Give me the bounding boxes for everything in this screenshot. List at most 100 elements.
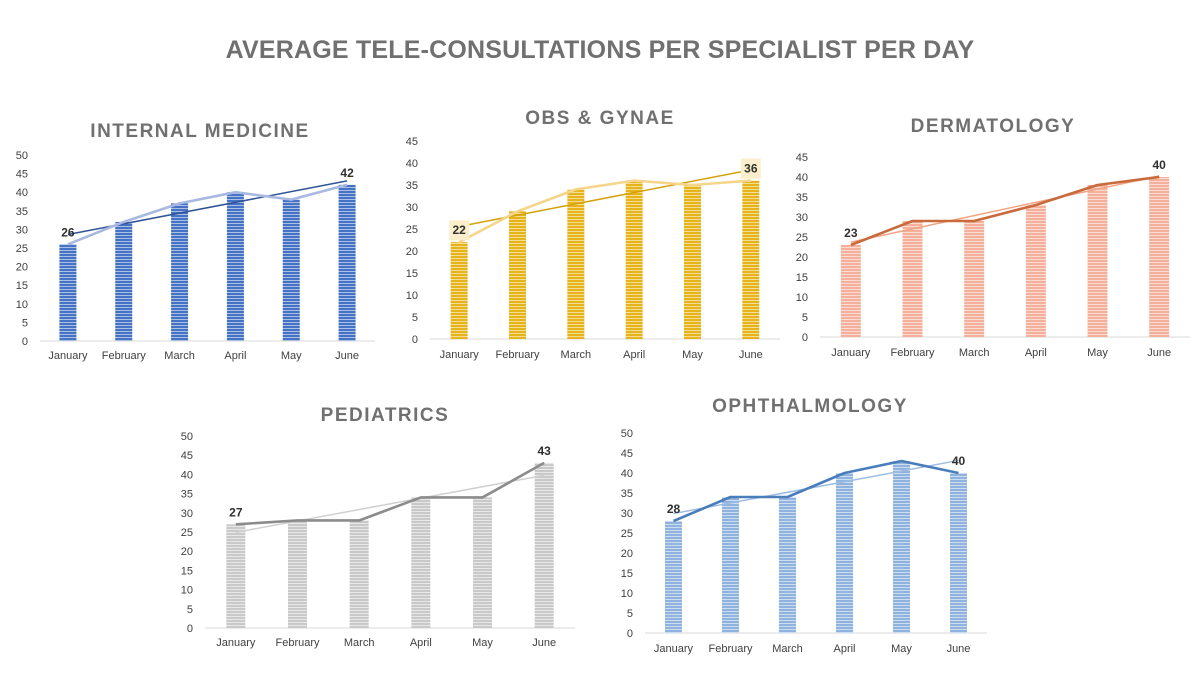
ophthalmology-ytick: 5 xyxy=(627,608,633,620)
pediatrics-xlabel: May xyxy=(472,637,493,649)
chart-internal-medicine: INTERNAL MEDICINE 0 5 10 15 20 25 30 35 40 45 50 Jan… xyxy=(16,121,375,362)
obs-gynae-bar-may xyxy=(684,185,701,339)
dermatology-ytick: 10 xyxy=(796,292,808,304)
pediatrics-ytick: 15 xyxy=(181,565,193,577)
ophthalmology-ytick: 40 xyxy=(621,468,633,480)
ophthalmology-ytick: 45 xyxy=(621,448,633,460)
internal-medicine-bar-may xyxy=(282,199,300,341)
dermatology-data-label-january: 23 xyxy=(844,226,858,240)
pediatrics-ytick: 25 xyxy=(181,527,193,539)
page-title: AVERAGE TELE-CONSULTATIONS PER SPECIALIS… xyxy=(225,36,975,64)
ophthalmology-xlabel: June xyxy=(947,643,971,655)
pediatrics-ytick: 0 xyxy=(187,623,193,635)
internal-medicine-ytick: 15 xyxy=(16,280,28,292)
internal-medicine-data-label-june: 42 xyxy=(340,166,354,180)
pediatrics-ytick: 20 xyxy=(181,546,193,558)
internal-medicine-ytick: 50 xyxy=(16,150,28,162)
internal-medicine-ytick: 30 xyxy=(16,224,28,236)
ophthalmology-bar-june xyxy=(950,473,967,633)
internal-medicine-xlabel: February xyxy=(102,350,147,362)
pediatrics-xlabel: January xyxy=(216,637,256,649)
dermatology-series-line xyxy=(850,175,1160,247)
pediatrics-xlabel: April xyxy=(410,637,432,649)
dermatology-ytick: 35 xyxy=(796,192,808,204)
ophthalmology-ytick: 50 xyxy=(621,428,633,440)
dermatology-bar-january xyxy=(840,245,861,337)
obs-gynae-title: OBS & GYNAE xyxy=(525,108,675,129)
ophthalmology-bar-march xyxy=(779,497,796,633)
obs-gynae-xlabel: May xyxy=(682,349,703,361)
dermatology-ytick: 40 xyxy=(796,172,808,184)
dermatology-ytick: 0 xyxy=(802,332,808,344)
pediatrics-xlabel: March xyxy=(344,637,375,649)
obs-gynae-bar-february xyxy=(509,211,526,339)
ophthalmology-ytick: 30 xyxy=(621,508,633,520)
ophthalmology-ytick: 15 xyxy=(621,568,633,580)
dermatology-data-label-june: 40 xyxy=(1152,158,1166,172)
ophthalmology-ytick: 20 xyxy=(621,548,633,560)
dermatology-bar-march xyxy=(964,221,985,337)
obs-gynae-data-label-bg xyxy=(449,220,470,241)
internal-medicine-series-line xyxy=(67,183,348,246)
ophthalmology-data-label-june: 40 xyxy=(952,454,966,468)
pediatrics-ytick: 30 xyxy=(181,508,193,520)
chart-pediatrics: PEDIATRICS 0 5 10 15 20 25 30 35 40 45 50 January Feb… xyxy=(181,405,575,649)
chart-obs-gynae: OBS & GYNAE 0 5 10 15 20 25 30 35 40 45 January Febr… xyxy=(406,108,780,361)
internal-medicine-xlabel: June xyxy=(335,350,359,362)
pediatrics-ytick: 35 xyxy=(181,489,193,501)
pediatrics-ytick: 50 xyxy=(181,431,193,443)
obs-gynae-ytick: 20 xyxy=(406,246,418,258)
ophthalmology-trendline xyxy=(673,459,959,515)
ophthalmology-ytick: 10 xyxy=(621,588,633,600)
internal-medicine-ytick: 20 xyxy=(16,262,28,274)
internal-medicine-ytick: 40 xyxy=(16,187,28,199)
pediatrics-series-line xyxy=(235,461,545,526)
pediatrics-ytick: 10 xyxy=(181,585,193,597)
obs-gynae-data-label-bg xyxy=(740,158,761,179)
ophthalmology-xlabel: May xyxy=(891,643,912,655)
obs-gynae-ytick: 25 xyxy=(406,224,418,236)
obs-gynae-data-label-january: 22 xyxy=(452,223,466,237)
obs-gynae-ytick: 5 xyxy=(412,312,418,324)
internal-medicine-bar-march xyxy=(171,203,189,341)
ophthalmology-xlabel: February xyxy=(708,643,753,655)
obs-gynae-ytick: 15 xyxy=(406,268,418,280)
internal-medicine-ytick: 5 xyxy=(22,317,28,329)
dermatology-bar-april xyxy=(1025,205,1046,337)
pediatrics-trendline xyxy=(235,474,545,534)
obs-gynae-xlabel: June xyxy=(739,349,763,361)
pediatrics-bar-may xyxy=(473,497,492,628)
dermatology-ytick: 30 xyxy=(796,212,808,224)
internal-medicine-xlabel: April xyxy=(224,350,246,362)
obs-gynae-bar-june xyxy=(742,180,760,339)
internal-medicine-data-label-january: 26 xyxy=(61,225,75,239)
internal-medicine-title: INTERNAL MEDICINE xyxy=(90,121,309,142)
pediatrics-ytick: 45 xyxy=(181,450,193,462)
internal-medicine-bar-june xyxy=(338,184,356,341)
internal-medicine-ytick: 10 xyxy=(16,299,28,311)
obs-gynae-xlabel: January xyxy=(440,349,480,361)
dermatology-bar-february xyxy=(902,221,923,337)
internal-medicine-ytick: 35 xyxy=(16,206,28,218)
ophthalmology-ytick: 25 xyxy=(621,528,633,540)
obs-gynae-bar-march xyxy=(567,189,585,339)
obs-gynae-ytick: 0 xyxy=(412,334,418,346)
ophthalmology-data-label-january: 28 xyxy=(667,502,681,516)
dermatology-bar-june xyxy=(1149,177,1170,337)
ophthalmology-bar-february xyxy=(722,497,739,633)
dermatology-ytick: 5 xyxy=(802,312,808,324)
dermatology-xlabel: June xyxy=(1147,347,1171,359)
pediatrics-bar-march xyxy=(349,520,369,628)
chart-ophthalmology: OPHTHALMOLOGY 0 5 10 15 20 25 30 35 40 45 50 January… xyxy=(621,396,987,655)
ophthalmology-xlabel: March xyxy=(772,643,803,655)
ophthalmology-ytick: 0 xyxy=(627,628,633,640)
dermatology-ytick: 45 xyxy=(796,152,808,164)
dermatology-ytick: 20 xyxy=(796,252,808,264)
obs-gynae-ytick: 35 xyxy=(406,180,418,192)
ophthalmology-ytick: 35 xyxy=(621,488,633,500)
dermatology-xlabel: February xyxy=(890,347,935,359)
obs-gynae-data-label-june: 36 xyxy=(744,162,758,176)
obs-gynae-xlabel: February xyxy=(495,349,540,361)
internal-medicine-bar-april xyxy=(226,192,244,341)
ophthalmology-bar-may xyxy=(893,461,910,633)
